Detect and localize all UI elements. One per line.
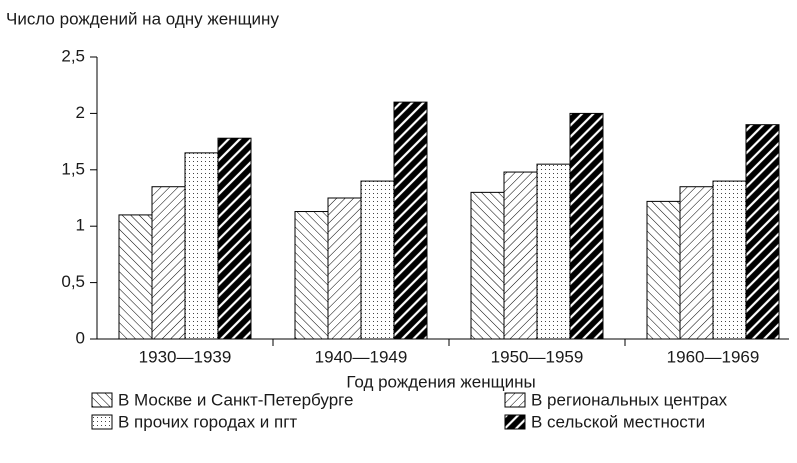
chart-title: Число рождений на одну женщину bbox=[6, 9, 279, 28]
bar bbox=[679, 186, 714, 340]
bar bbox=[327, 197, 362, 340]
bar bbox=[470, 191, 505, 340]
x-tick-label: 1930—1939 bbox=[139, 347, 232, 366]
bar bbox=[503, 171, 538, 340]
bar bbox=[118, 214, 153, 340]
y-tick-label: 0 bbox=[76, 328, 85, 347]
x-tick-label: 1940—1949 bbox=[315, 347, 408, 366]
y-tick-label: 2 bbox=[76, 103, 85, 122]
x-axis-label: Год рождения женщины bbox=[346, 372, 535, 391]
y-tick-label: 2,5 bbox=[61, 46, 85, 65]
x-tick-label: 1950—1959 bbox=[491, 347, 584, 366]
x-tick-label: 1960—1969 bbox=[667, 347, 760, 366]
bar bbox=[646, 200, 681, 340]
bar bbox=[294, 211, 329, 340]
bar bbox=[360, 180, 395, 340]
bar bbox=[151, 186, 186, 340]
bar bbox=[536, 163, 571, 340]
bar bbox=[184, 152, 219, 340]
legend-swatch bbox=[504, 392, 526, 408]
bar bbox=[569, 112, 604, 340]
legend-swatch bbox=[504, 414, 526, 430]
y-tick-label: 1 bbox=[76, 216, 85, 235]
legend-label: В прочих городах и пгт bbox=[118, 412, 297, 431]
bar bbox=[217, 137, 252, 340]
legend-label: В Москве и Санкт-Петербурге bbox=[118, 390, 353, 409]
y-tick-label: 1,5 bbox=[61, 159, 85, 178]
bar bbox=[393, 101, 428, 340]
legend-label: В сельской местности bbox=[531, 412, 705, 431]
legend-swatch bbox=[91, 392, 113, 408]
y-tick-label: 0,5 bbox=[61, 272, 85, 291]
bar bbox=[712, 180, 747, 340]
bar bbox=[745, 124, 780, 340]
legend-label: В региональных центрах bbox=[531, 390, 728, 409]
legend-swatch bbox=[91, 414, 113, 430]
